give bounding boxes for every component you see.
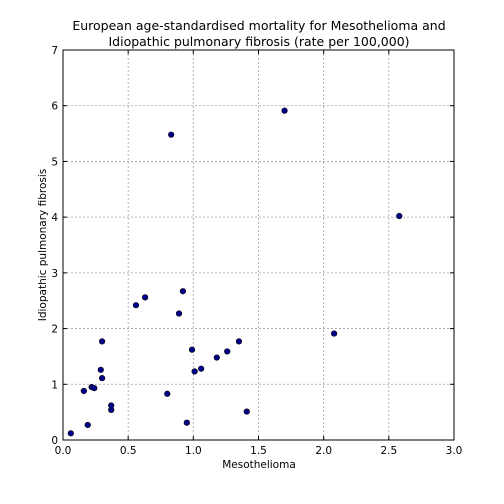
x-tick-label: 2.0	[315, 445, 332, 457]
gridlines	[63, 50, 454, 440]
plot-area-frame	[62, 49, 455, 441]
data-point	[396, 212, 403, 220]
x-axis-label: Mesothelioma	[222, 459, 296, 471]
tick-labels: 0.0 0.5 1.0 1.5 2.0 2.5 3.0 0 1 2 3 4 5 6 7	[51, 45, 462, 457]
data-point	[330, 330, 338, 337]
data-point	[132, 302, 140, 309]
data-point	[243, 408, 250, 415]
y-tick-label: 0	[51, 435, 58, 447]
data-point	[84, 421, 91, 429]
data-point	[191, 368, 198, 375]
y-tick-label: 3	[51, 268, 58, 280]
data-point	[98, 338, 106, 345]
data-point	[198, 365, 205, 372]
data-point	[164, 390, 171, 397]
y-tick-label: 5	[51, 156, 58, 168]
data-point	[108, 402, 115, 409]
x-tick-label: 2.5	[380, 445, 397, 457]
x-tick-label: 0.5	[120, 445, 137, 457]
y-tick-label: 4	[51, 212, 58, 224]
data-point	[98, 375, 106, 382]
data-point	[80, 387, 87, 395]
data-points	[67, 107, 403, 437]
y-tick-label: 7	[51, 45, 58, 57]
x-tick-label: 3.0	[446, 445, 463, 457]
data-point	[188, 346, 196, 353]
data-point	[175, 310, 183, 317]
data-point	[142, 294, 149, 301]
data-point	[281, 107, 288, 114]
data-point	[168, 131, 175, 138]
y-axis-label: Idiopathic pulmonary fibrosis	[37, 169, 49, 322]
x-tick-label: 1.5	[250, 445, 267, 457]
data-point	[179, 288, 187, 295]
y-tick-label: 2	[51, 324, 58, 336]
data-point	[91, 385, 98, 392]
x-tick-label: 1.0	[185, 445, 202, 457]
chart-title-line-2: Idiopathic pulmonary fibrosis (rate per …	[108, 34, 409, 49]
chart-title-line-1: European age-standardised mortality for …	[72, 18, 445, 33]
x-tick-label: 0.0	[55, 445, 72, 457]
data-point	[224, 348, 231, 355]
data-point	[67, 430, 74, 437]
data-point	[213, 354, 220, 361]
y-tick-label: 6	[51, 101, 58, 113]
data-point	[235, 338, 243, 345]
data-point	[97, 366, 104, 373]
y-tick-label: 1	[51, 379, 58, 391]
data-point	[183, 419, 190, 426]
